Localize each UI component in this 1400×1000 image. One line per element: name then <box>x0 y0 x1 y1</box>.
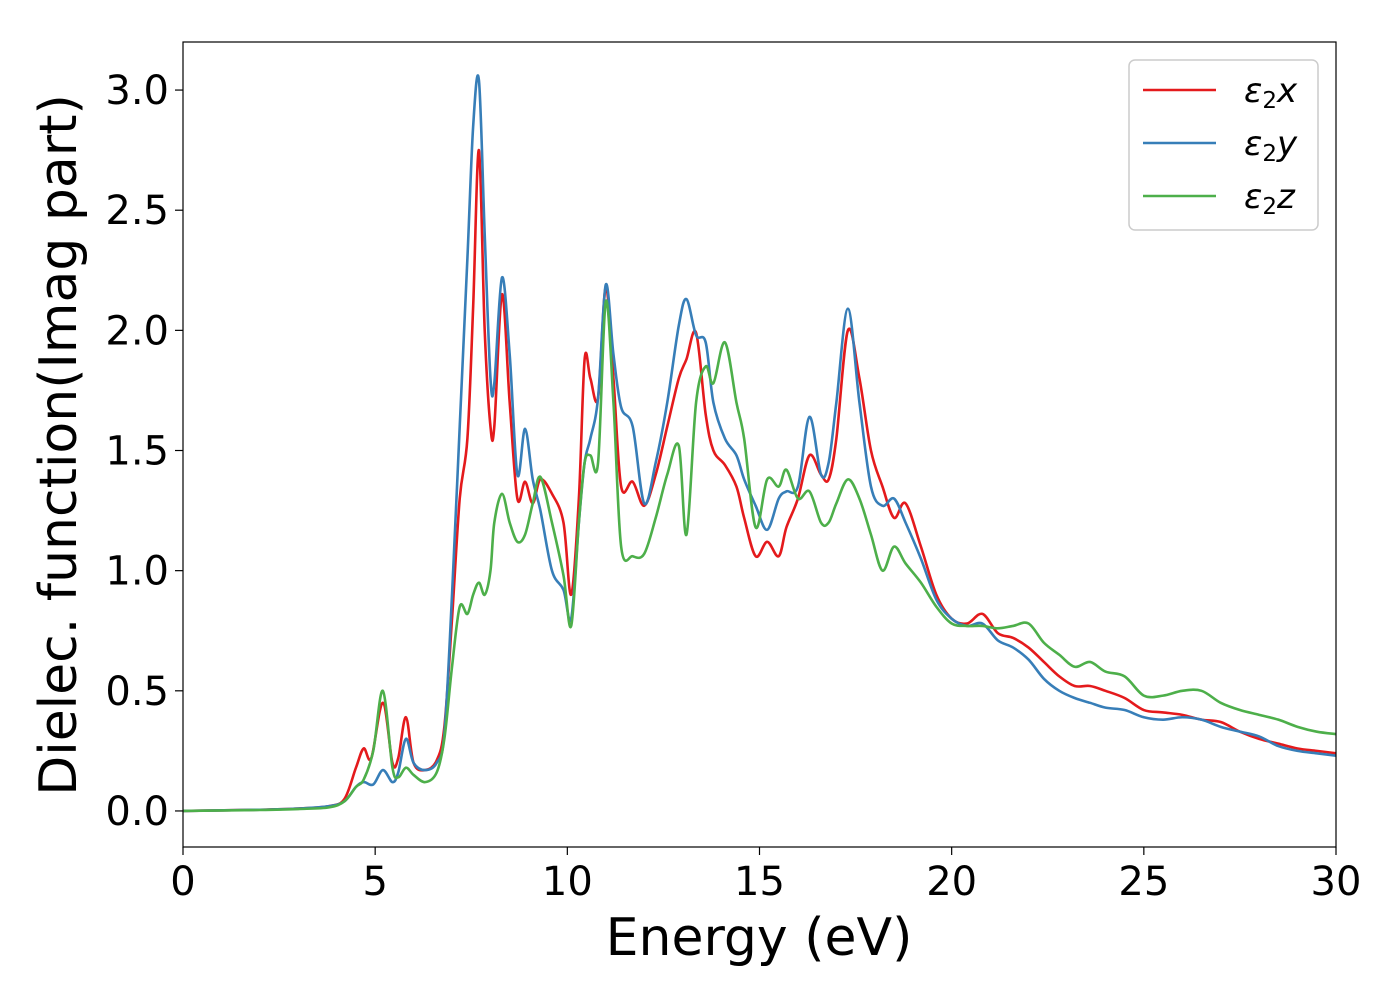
y-tick-label: 1.0 <box>105 549 169 595</box>
x-tick-label: 30 <box>1311 859 1362 905</box>
legend-box <box>1128 59 1319 231</box>
series-line-y <box>182 74 1337 813</box>
y-tick-label: 1.5 <box>105 429 169 475</box>
x-tick-label: 25 <box>1118 859 1169 905</box>
x-tick-label: 20 <box>926 859 977 905</box>
y-tick-label: 0.0 <box>105 789 169 835</box>
y-tick-label: 2.5 <box>105 188 169 234</box>
legend-label-x: ε2x <box>1244 71 1298 114</box>
legend-label-y: ε2y <box>1244 124 1298 167</box>
x-axis-ticks: 0 5 10 15 20 25 30 <box>170 847 1361 905</box>
y-tick-label: 3.0 <box>105 68 169 114</box>
y-axis-ticks: 0.0 0.5 1.0 1.5 2.0 2.5 3.0 <box>105 68 183 835</box>
x-axis-label: Energy (eV) <box>606 908 913 968</box>
y-tick-label: 0.5 <box>105 669 169 715</box>
series-line-z <box>182 299 1337 813</box>
x-tick-label: 10 <box>542 859 593 905</box>
series-layer <box>182 74 1337 813</box>
legend: ε2x ε2y ε2z <box>1128 59 1319 231</box>
legend-label-z: ε2z <box>1244 177 1296 220</box>
y-tick-label: 2.0 <box>105 308 169 354</box>
y-axis-label: Dielec. function(Imag part) <box>29 94 89 796</box>
x-tick-label: 5 <box>362 859 387 905</box>
x-tick-label: 0 <box>170 859 195 905</box>
x-tick-label: 15 <box>734 859 785 905</box>
